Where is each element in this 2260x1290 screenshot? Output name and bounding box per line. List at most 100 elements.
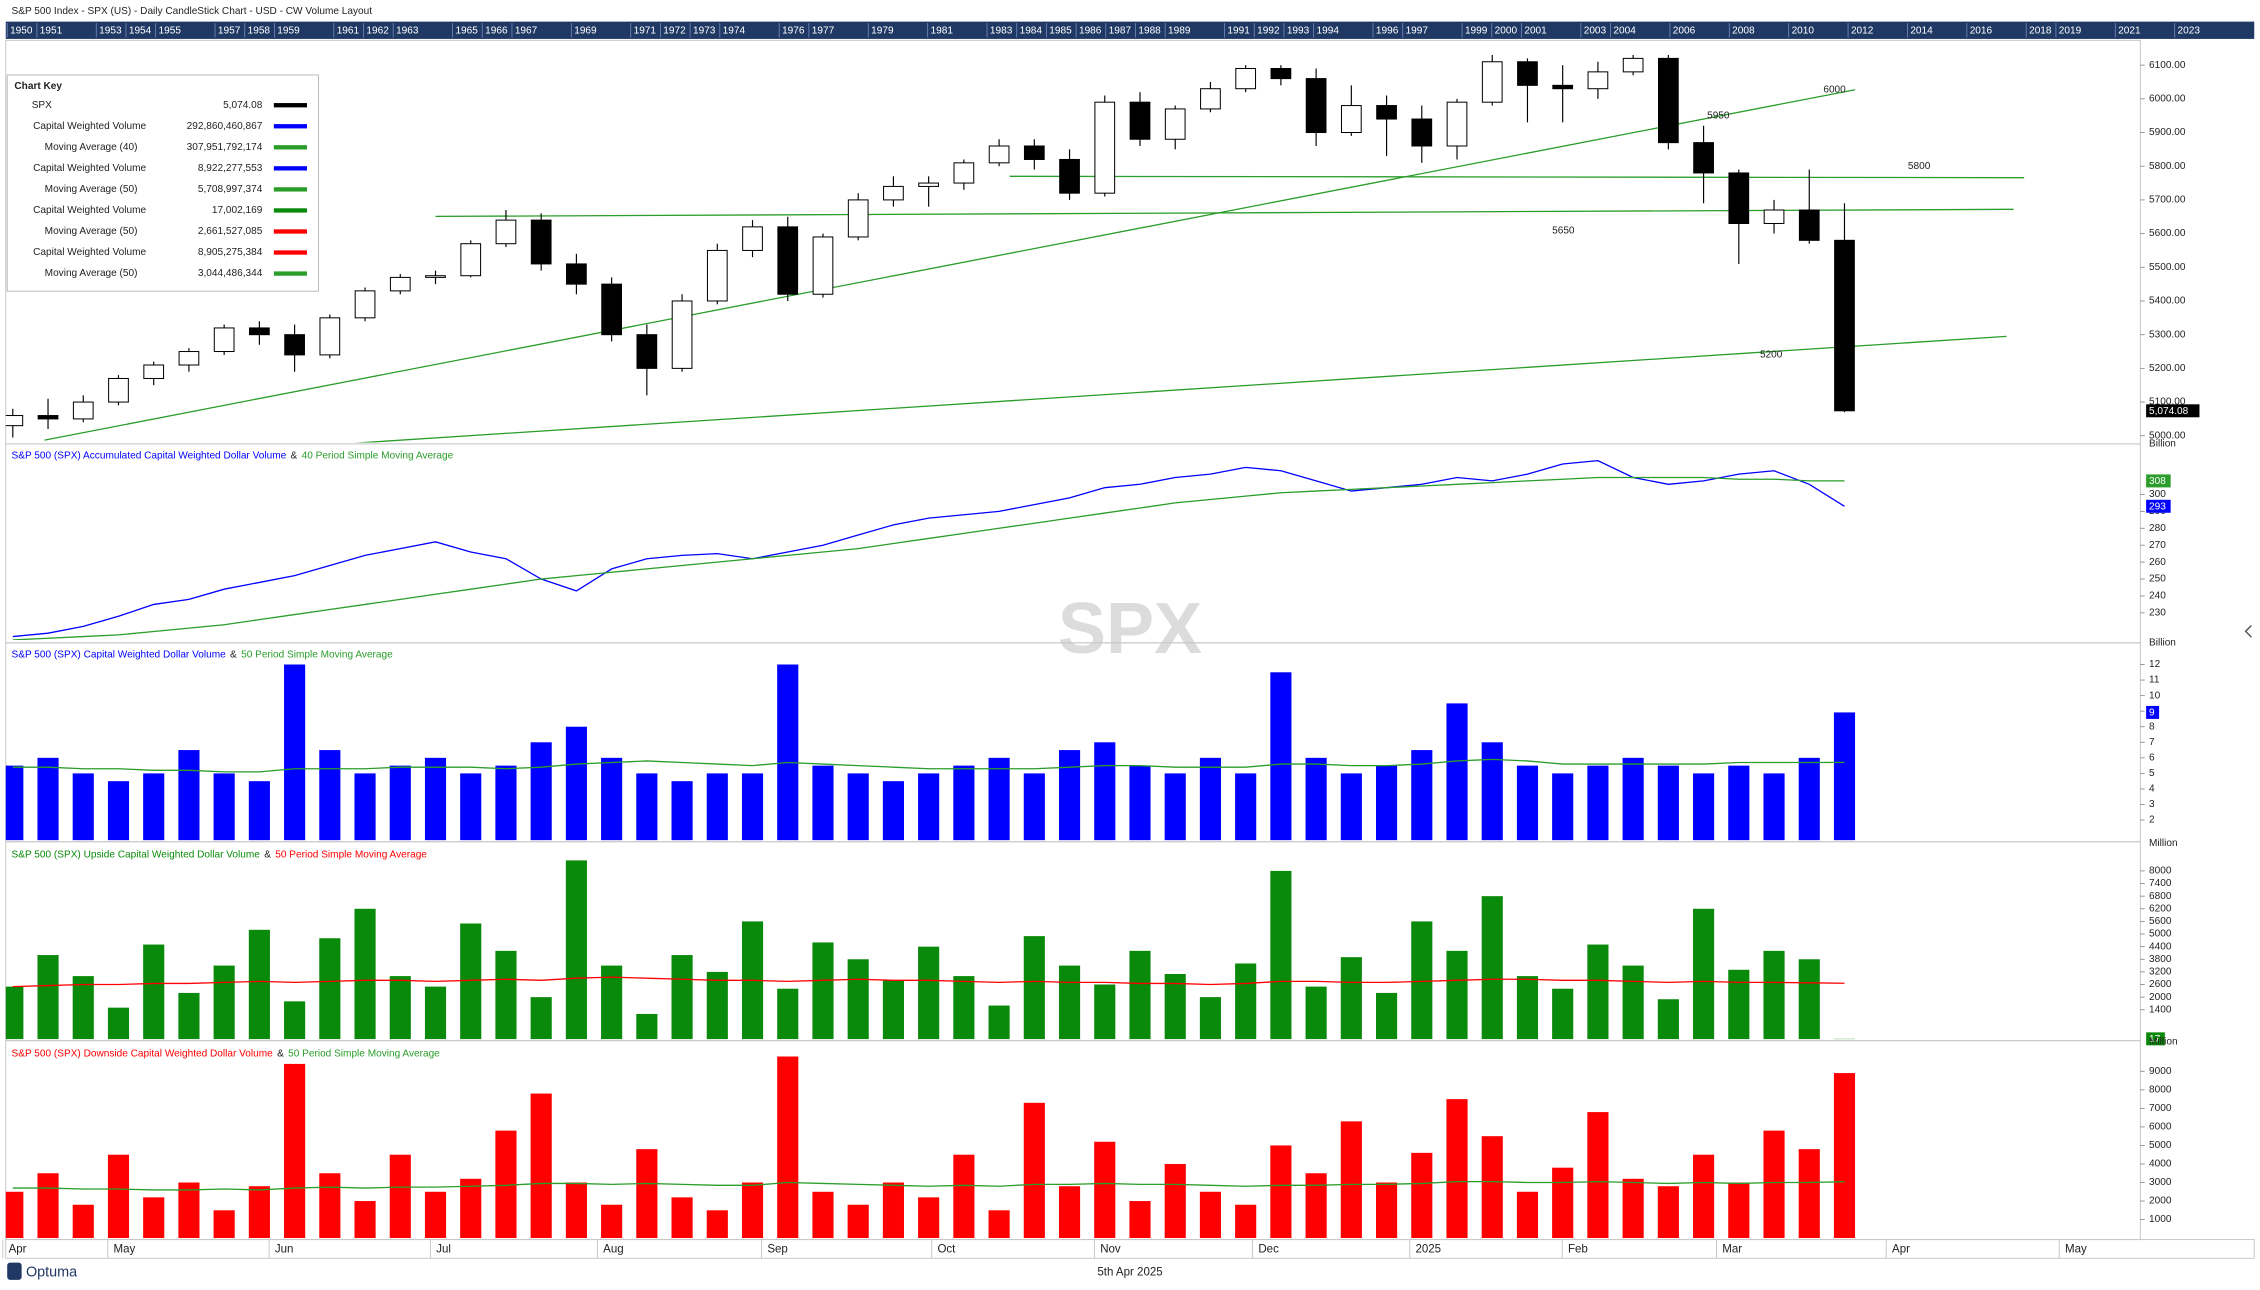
year-label: 2008 (1732, 26, 1755, 37)
candle-body (249, 327, 270, 336)
y-tick-label: 6200 (2149, 903, 2172, 914)
volume-bar (1023, 773, 1045, 841)
candle-body (742, 226, 763, 251)
volume-bar (671, 955, 693, 1040)
y-tick-label: 8000 (2149, 866, 2172, 877)
chart-key-swatch (273, 229, 308, 234)
volume-bar (178, 1182, 200, 1239)
volume-bar (213, 773, 235, 841)
year-label: 1950 (10, 26, 33, 37)
candle-body (1446, 101, 1468, 147)
x-axis-band (5, 1239, 2255, 1259)
volume-bar (1728, 765, 1750, 841)
panel-title-part: S&P 500 (SPX) Capital Weighted Dollar Vo… (12, 649, 227, 660)
volume-bar (1129, 765, 1151, 841)
year-label: 1973 (693, 26, 716, 37)
volume-bar (319, 750, 341, 841)
trendline-label: 5800 (1908, 161, 1931, 172)
y-tick-label: 4000 (2149, 1159, 2172, 1170)
volume-bar (1587, 765, 1609, 841)
last-value-flag (2146, 404, 2200, 418)
trendline (435, 208, 2014, 218)
panel-plot (5, 664, 1856, 841)
last-value-label: 308 (2149, 476, 2166, 487)
footer-date: 5th Apr 2025 (1097, 1267, 1162, 1279)
panel-title-part: S&P 500 (SPX) Upside Capital Weighted Do… (12, 849, 261, 860)
volume-bar (1340, 957, 1362, 1040)
candle-body (1657, 57, 1679, 144)
y-tick-label: 5100.00 (2149, 397, 2186, 408)
last-value-label: 17 (2149, 1034, 2161, 1045)
volume-bar (1446, 1099, 1468, 1239)
y-tick-label: 1400 (2149, 1004, 2172, 1015)
panel-title-part: & (230, 649, 237, 660)
volume-bar (1340, 1121, 1362, 1239)
year-label: 1972 (663, 26, 686, 37)
year-label: 1965 (455, 26, 478, 37)
panel-title: S&P 500 (SPX) Accumulated Capital Weight… (12, 450, 454, 461)
x-tick-label: Aug (603, 1244, 624, 1256)
volume-bar (953, 1154, 975, 1239)
candle-body (566, 263, 587, 285)
collapse-icon[interactable] (2244, 625, 2252, 638)
volume-bar (1058, 750, 1081, 841)
chart-key-value: 8,905,275,384 (198, 247, 263, 258)
chart-key-value: 17,002,169 (212, 205, 263, 216)
volume-bar (178, 992, 200, 1040)
volume-bar (636, 773, 658, 841)
volume-bar (1481, 896, 1503, 1040)
candle-body (1798, 209, 1820, 241)
volume-bar (812, 765, 834, 841)
y-tick-label: 7000 (2149, 1103, 2172, 1114)
volume-bar (1833, 712, 1856, 841)
volume-bar (1235, 963, 1257, 1040)
year-label: 1962 (366, 26, 389, 37)
year-label: 1971 (634, 26, 657, 37)
volume-bar (777, 988, 799, 1040)
y-tick-label: 6100.00 (2149, 60, 2186, 71)
volume-bar (1164, 1163, 1186, 1239)
brand-logo (7, 1262, 22, 1280)
y-tick-label: 240 (2149, 591, 2166, 602)
year-label: 2023 (2178, 26, 2201, 37)
volume-bar (1375, 1182, 1398, 1239)
candle-body (1376, 105, 1397, 120)
volume-bar (1094, 742, 1116, 841)
volume-bar (284, 1001, 306, 1040)
candle-body (883, 185, 904, 201)
volume-bar (1305, 986, 1327, 1040)
volume-bar (1446, 703, 1468, 841)
year-label: 2003 (1584, 26, 1607, 37)
y-tick-label: 6000.00 (2149, 93, 2186, 104)
year-label: 1988 (1138, 26, 1161, 37)
y-tick-label: 2 (2149, 815, 2155, 826)
y-tick-label: 3800 (2149, 954, 2172, 965)
candle-body (1552, 84, 1574, 90)
y-tick-label: 3 (2149, 799, 2155, 810)
candle-body (1340, 105, 1362, 134)
volume-bar (1199, 757, 1222, 841)
year-label: 1983 (990, 26, 1013, 37)
year-label: 1961 (337, 26, 360, 37)
panel-title-part: & (291, 450, 298, 461)
chart-key-name: Moving Average (50) (45, 226, 138, 237)
volume-bar (636, 1149, 658, 1239)
chart-key-name: SPX (32, 100, 52, 111)
volume-bar (354, 773, 376, 841)
volume-bar (1023, 936, 1045, 1040)
last-value-label: 9 (2149, 708, 2155, 719)
year-label: 1954 (129, 26, 152, 37)
y-tick-label: 6 (2149, 753, 2155, 764)
chart-key-swatch (273, 145, 308, 150)
x-tick-label: Apr (1892, 1244, 1910, 1256)
volume-bar (882, 1182, 904, 1239)
y-tick-label: 2600 (2149, 979, 2172, 990)
volume-bar (918, 1197, 940, 1239)
y-tick-label: 7 (2149, 737, 2155, 748)
year-label: 1997 (1406, 26, 1429, 37)
volume-bar (530, 1093, 552, 1239)
volume-bar (1763, 1130, 1785, 1239)
volume-bar (1481, 742, 1503, 841)
year-label: 1957 (218, 26, 241, 37)
